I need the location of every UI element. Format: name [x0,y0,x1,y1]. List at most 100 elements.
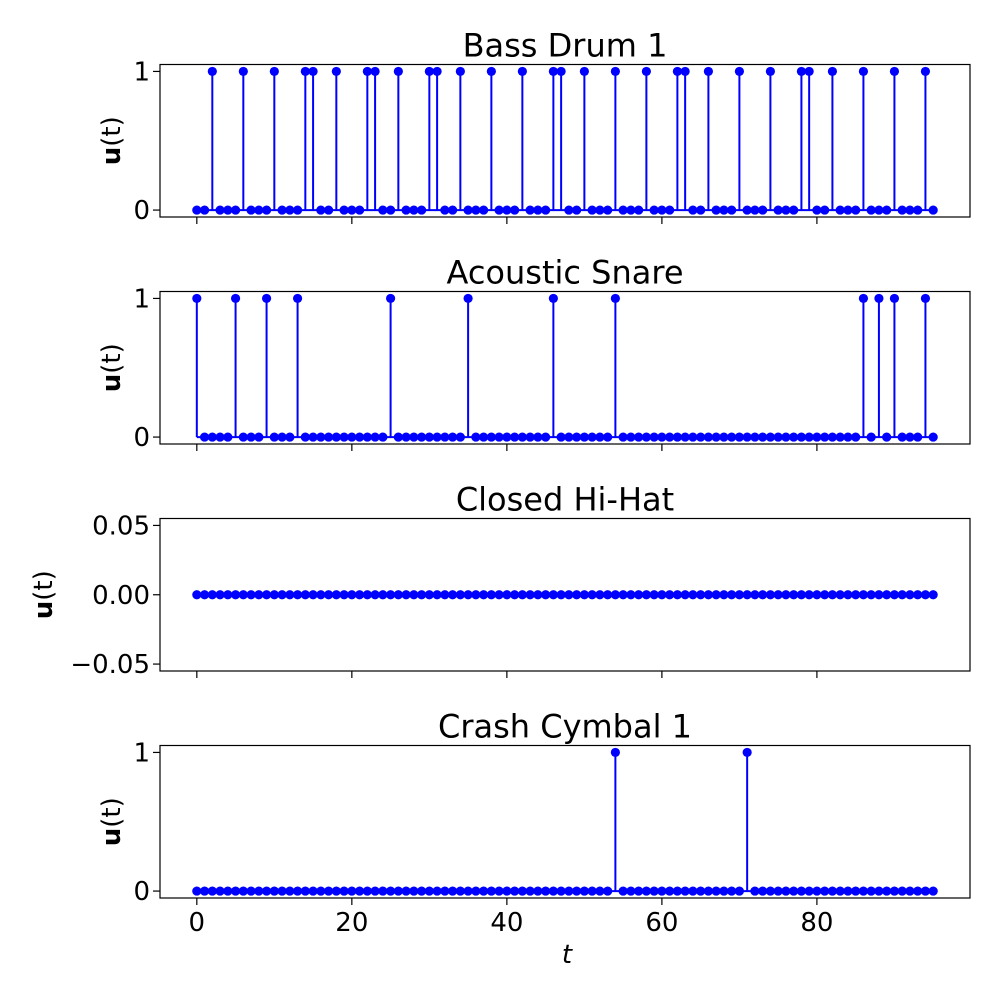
stem-marker [874,590,884,600]
stem-marker [874,293,884,304]
stem-marker [913,432,923,442]
stem-marker [773,886,783,896]
stem-marker [292,590,303,600]
stem-marker [649,205,659,215]
stem-marker [843,590,853,600]
stem-marker [378,205,388,215]
stem-marker [323,432,334,442]
stem-marker [517,590,527,600]
stem-marker [858,590,869,600]
stem-marker [750,432,760,442]
stem-marker [246,205,256,215]
stem-marker [215,205,225,215]
stem-marker [820,886,830,896]
stem-marker [455,886,465,896]
stem-marker [510,205,520,215]
stem-marker [479,886,489,896]
stem-marker [789,205,799,215]
stem-marker [634,886,644,896]
stem-marker [587,590,597,600]
stem-marker [308,432,318,442]
stem-marker [339,886,349,896]
stem-marker [727,205,737,215]
stem-marker [448,886,458,896]
stem-marker [727,886,737,896]
stem-marker [230,590,241,600]
stem-marker [843,886,853,896]
stem-marker [494,432,504,442]
stem-marker [370,886,380,896]
stem-marker [804,886,814,896]
stem-marker [789,590,799,600]
stem-marker [463,205,473,215]
stem-marker [323,590,334,600]
stem-marker [765,886,776,896]
stem-marker [641,66,651,77]
stem-marker [556,590,566,600]
stem-marker [843,205,853,215]
stem-marker [703,432,713,442]
stem-marker [920,590,931,600]
stem-marker [827,432,838,442]
stem-marker [595,205,605,215]
stem-marker [905,886,915,896]
stem-marker [641,432,651,442]
stem-marker [579,886,589,896]
stem-marker [649,590,659,600]
stem-marker [207,66,217,77]
stem-marker [812,886,822,896]
stem-marker [486,590,496,600]
stem-marker [378,886,388,896]
stem-marker [858,886,869,896]
stem-marker [696,886,706,896]
stem-marker [199,886,210,896]
stem-marker [541,432,551,442]
stem-marker [789,886,799,896]
stem-marker [331,432,341,442]
stem-marker [556,886,566,896]
stem-marker [742,590,752,600]
stem-marker [587,205,597,215]
stem-marker [354,432,365,442]
y-axis-label: u(t) [97,343,127,392]
stem-marker [207,590,217,600]
stem-marker [897,886,907,896]
stem-marker [548,66,558,77]
stem-marker [300,432,310,442]
stem-marker [680,590,690,600]
stem-marker [370,432,380,442]
stem-marker [835,432,845,442]
stem-marker [207,886,217,896]
stem-marker [618,886,628,896]
y-tick-label: 0.05 [92,511,150,541]
stem-marker [796,590,807,600]
stem-marker [610,590,620,600]
stem-marker [719,205,729,215]
stem-marker [866,432,876,442]
stem-marker [292,293,303,304]
stem-marker [897,590,907,600]
stem-marker [765,590,776,600]
stem-marker [471,205,481,215]
axes-frame [159,517,971,672]
stem-marker [292,886,303,896]
stem-marker [494,886,504,896]
stem-marker [238,590,248,600]
stem-marker [269,66,279,77]
stem-marker [207,432,217,442]
stem-marker [688,886,698,896]
stem-marker [463,293,473,304]
stem-marker [285,886,295,896]
stem-marker [440,205,450,215]
stem-marker [680,66,690,77]
stem-marker [362,590,372,600]
stem-marker [331,590,341,600]
stem-marker [727,432,737,442]
stem-marker [541,886,551,896]
stem-marker [199,205,210,215]
stem-marker [409,590,419,600]
stem-marker [440,590,450,600]
stem-marker [595,590,605,600]
stem-marker [781,432,791,442]
stem-marker [665,432,675,442]
